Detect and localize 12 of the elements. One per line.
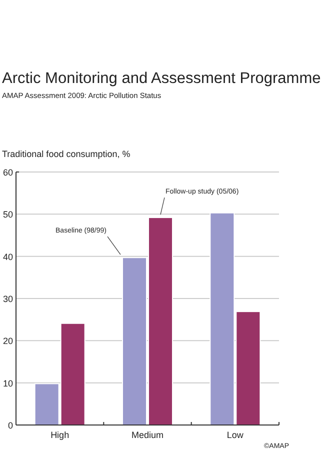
x-tick-label: High	[50, 430, 70, 440]
y-tick-label: 40	[2, 252, 13, 262]
y-tick-label: 10	[2, 378, 13, 388]
y-tick-label: 60	[2, 168, 13, 178]
y-tick-label: 0	[8, 420, 13, 430]
x-tick-label: Medium	[131, 430, 164, 440]
y-tick-label: 20	[2, 336, 13, 346]
y-tick-label: 50	[2, 210, 13, 220]
y-tick-label: 30	[2, 294, 13, 304]
chart-title: Arctic Monitoring and Assessment Programme	[2, 70, 321, 87]
y-axis-title: Traditional food consumption, %	[2, 149, 130, 159]
x-tick-label: Low	[226, 430, 244, 440]
